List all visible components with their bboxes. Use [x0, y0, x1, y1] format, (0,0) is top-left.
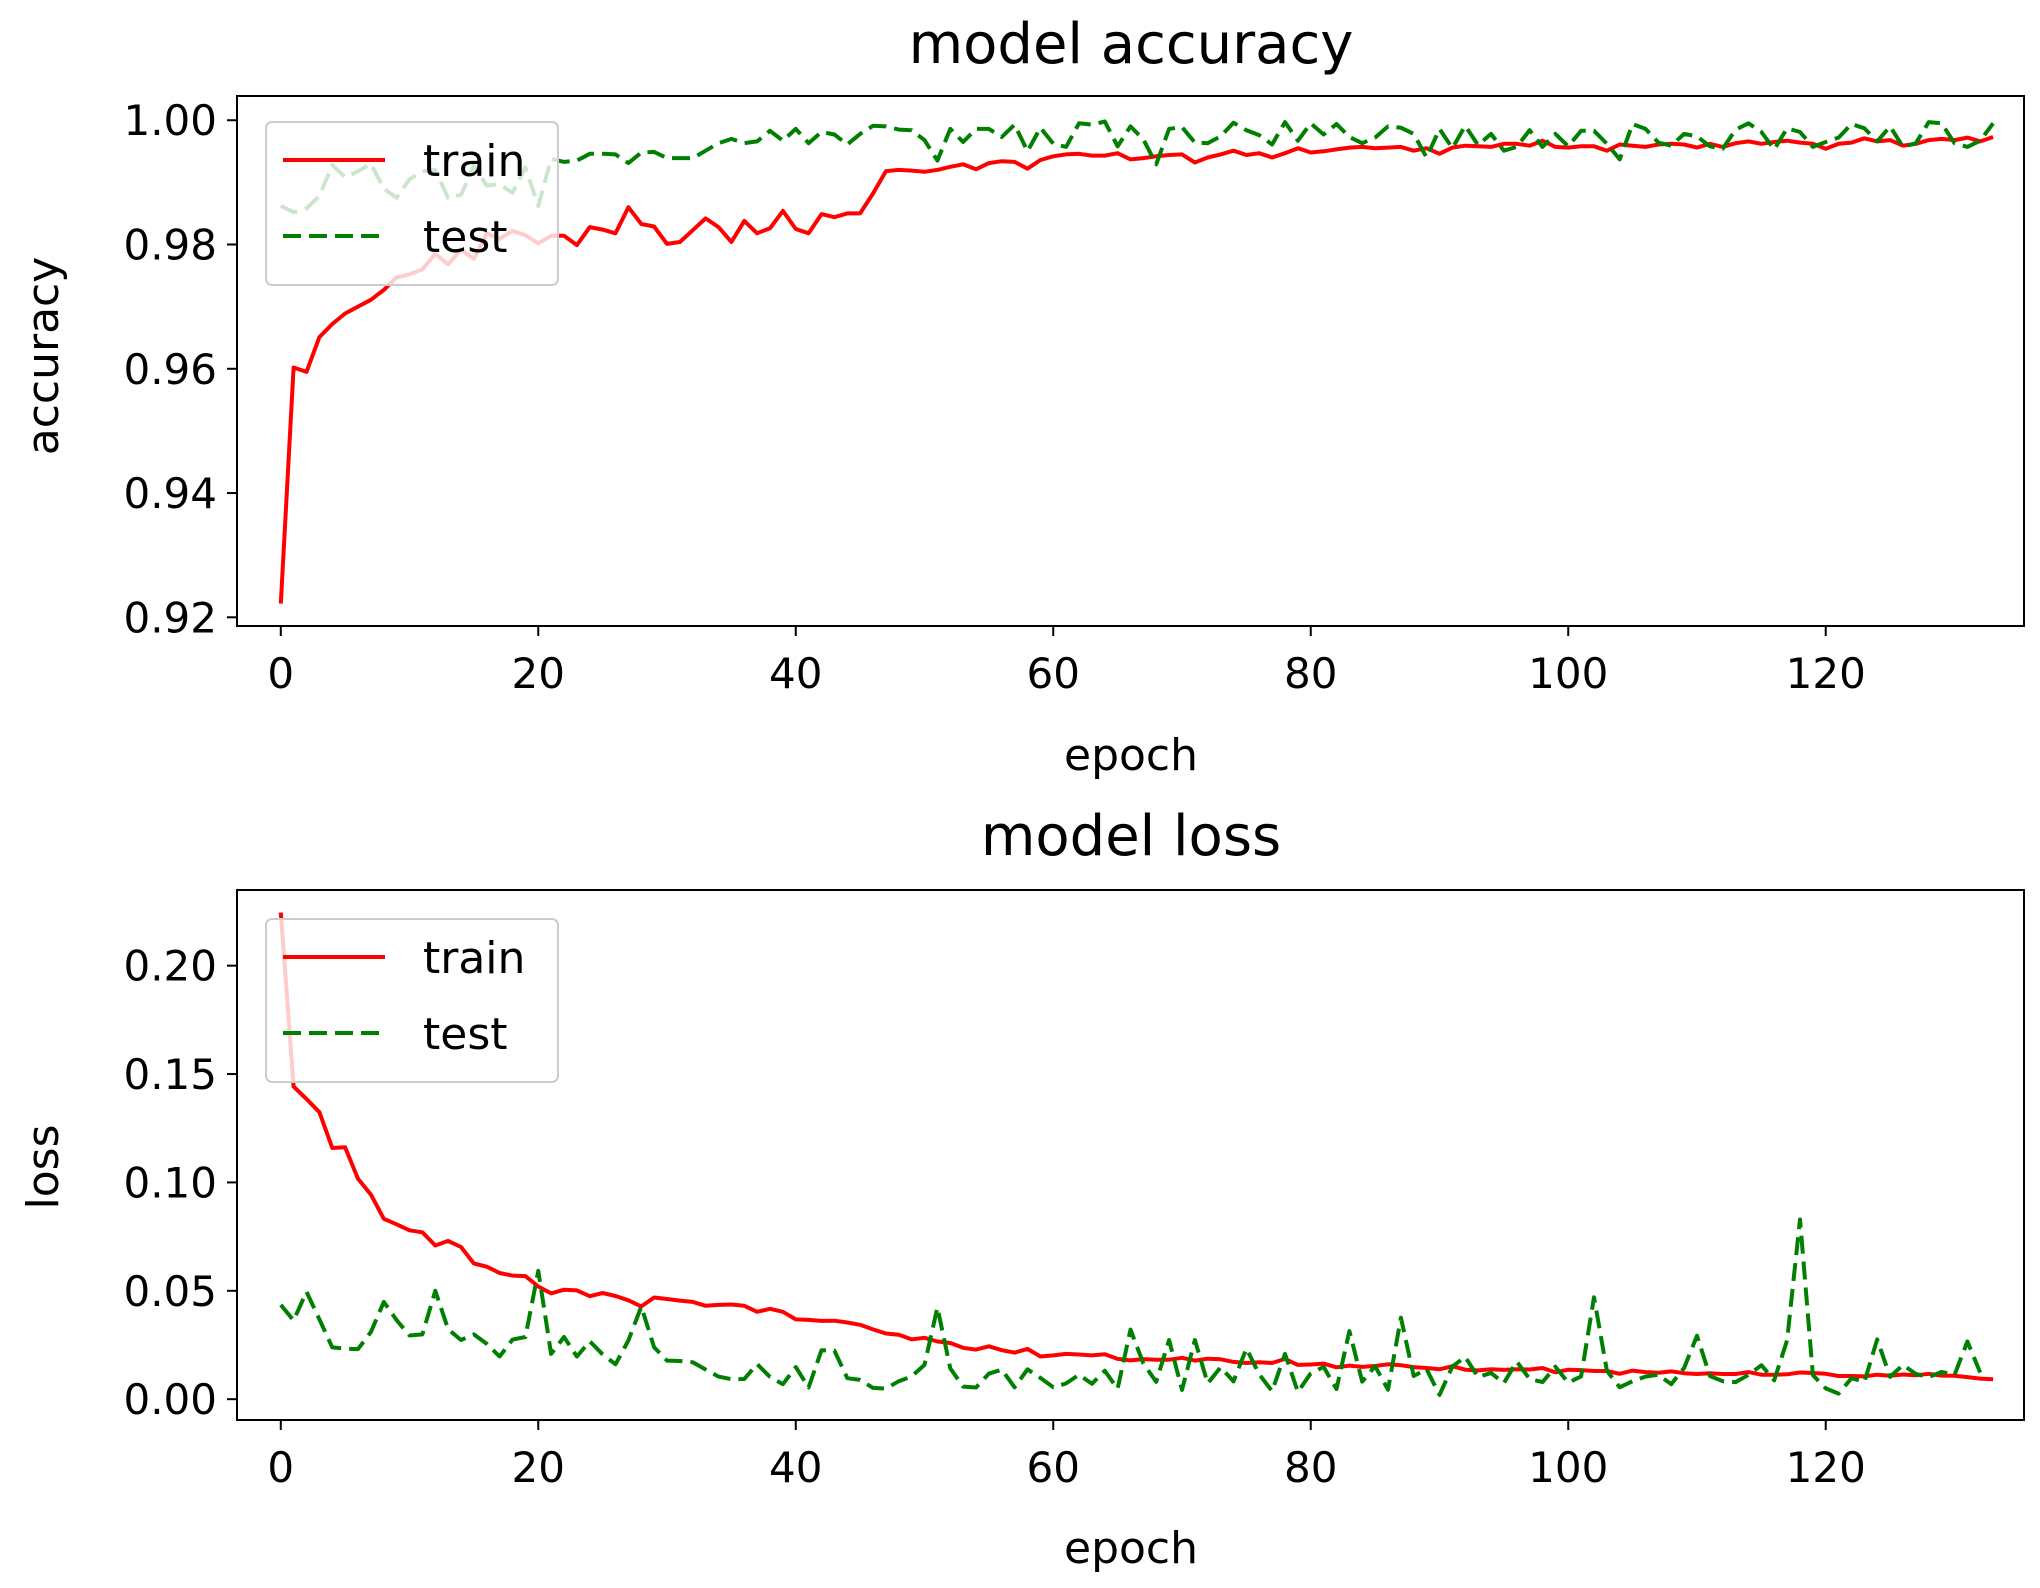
loss-x-tick-label: 80	[1284, 1443, 1337, 1492]
loss-series-test-line	[279, 1217, 1983, 1397]
loss-legend-box	[265, 918, 559, 1083]
accuracy-x-tick-label: 120	[1786, 649, 1866, 698]
loss-y-axis-label: loss	[18, 1125, 69, 1210]
accuracy-plot-area: 0 20 40 60 80 100 120 0.92 0.94 0.96 0.98 1.00	[123, 95, 2025, 698]
loss-x-tick-label: 0	[267, 1443, 294, 1492]
accuracy-y-tick-label: 1.00	[123, 96, 217, 145]
accuracy-y-tick-label: 0.92	[123, 593, 217, 642]
accuracy-y-tick-label: 0.96	[123, 345, 217, 394]
loss-y-tick-label: 0.10	[123, 1158, 217, 1207]
accuracy-legend: train test	[265, 121, 559, 286]
accuracy-x-tick-label: 60	[1027, 649, 1080, 698]
accuracy-x-tick-label: 40	[769, 649, 822, 698]
loss-x-tick-label: 120	[1786, 1443, 1866, 1492]
accuracy-axes-frame	[236, 95, 2025, 627]
loss-axes-frame	[236, 889, 2025, 1421]
loss-y-tick-label: 0.05	[123, 1267, 217, 1316]
accuracy-y-tick-label: 0.98	[123, 220, 217, 269]
accuracy-chart-title: model accuracy	[909, 12, 1354, 77]
accuracy-series-test-line	[279, 119, 1995, 215]
accuracy-legend-box	[265, 121, 559, 286]
accuracy-y-tick-label: 0.94	[123, 469, 217, 518]
loss-y-tick-label: 0.15	[123, 1050, 217, 1099]
accuracy-chart: model accuracy 0 20 40 60 80 100 120 0.92 0.94 0.…	[18, 12, 2025, 781]
loss-series-train-line	[278, 912, 1994, 1382]
accuracy-legend-train-label: train	[423, 136, 525, 187]
accuracy-y-axis-label: accuracy	[18, 257, 69, 456]
loss-y-tick-label: 0.00	[123, 1375, 217, 1424]
loss-legend: train test	[265, 918, 559, 1083]
loss-chart: model loss 0 20 40 60 80 100 120 0.00 0.05 0.10 0.…	[18, 804, 2025, 1574]
loss-x-tick-label: 60	[1027, 1443, 1080, 1492]
loss-x-tick-label: 40	[769, 1443, 822, 1492]
accuracy-x-tick-label: 100	[1528, 649, 1608, 698]
loss-x-tick-label: 100	[1528, 1443, 1608, 1492]
accuracy-x-tick-label: 0	[267, 649, 294, 698]
loss-plot-area: 0 20 40 60 80 100 120 0.00 0.05 0.10 0.15 0.20	[123, 889, 2025, 1492]
loss-chart-title: model loss	[981, 804, 1281, 869]
loss-legend-train-label: train	[423, 933, 525, 984]
accuracy-x-axis-label: epoch	[1064, 730, 1198, 781]
loss-legend-test-label: test	[423, 1009, 508, 1060]
loss-x-tick-label: 20	[512, 1443, 565, 1492]
accuracy-x-tick-label: 20	[512, 649, 565, 698]
loss-x-axis-label: epoch	[1064, 1523, 1198, 1574]
loss-y-tick-label: 0.20	[123, 942, 217, 991]
accuracy-x-tick-label: 80	[1284, 649, 1337, 698]
accuracy-legend-test-label: test	[423, 212, 508, 263]
